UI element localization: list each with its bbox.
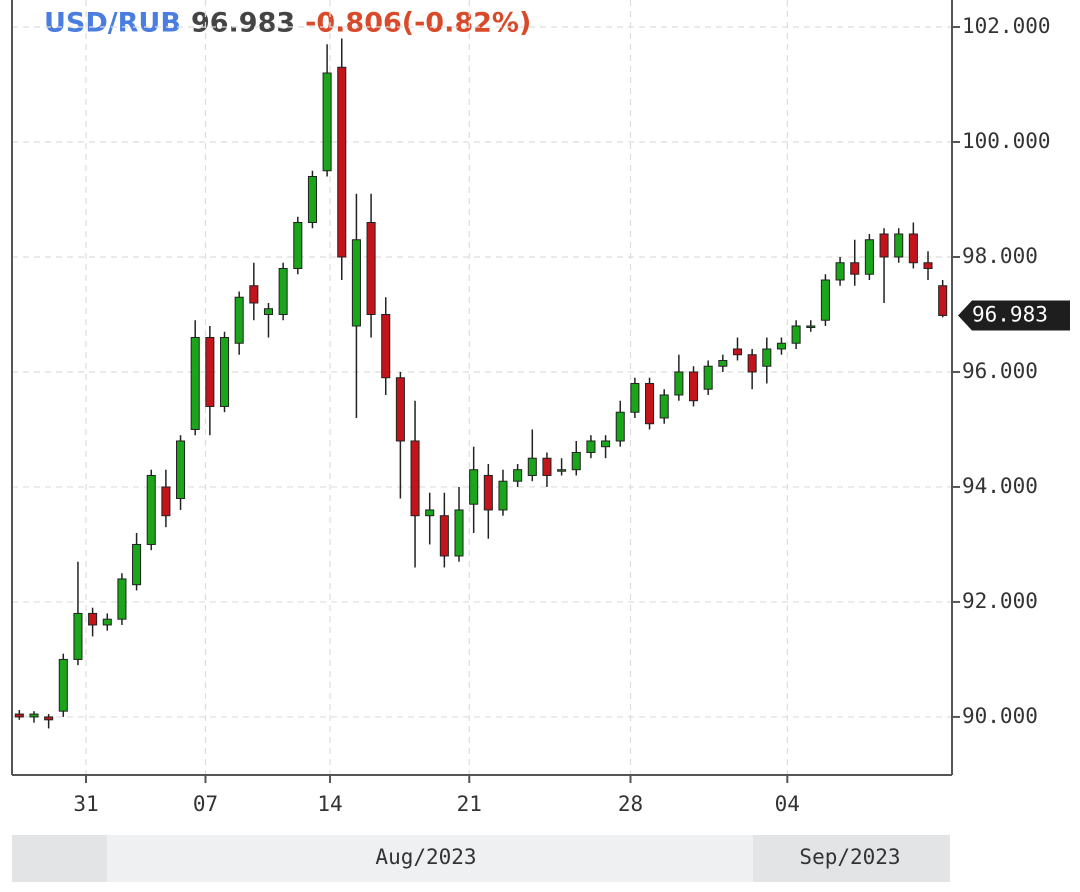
candle-body bbox=[366, 221, 376, 315]
candle-body bbox=[454, 509, 464, 557]
candle-body bbox=[395, 377, 405, 442]
candle-body bbox=[703, 365, 713, 390]
candle-body bbox=[278, 267, 288, 315]
y-tick-label: 92.000 bbox=[962, 589, 1038, 613]
candle-body bbox=[351, 239, 361, 327]
month-label: Aug/2023 bbox=[375, 845, 476, 869]
candle-body bbox=[483, 474, 493, 511]
candle-body bbox=[190, 336, 200, 430]
y-tick-label: 100.000 bbox=[962, 129, 1051, 153]
y-tick-label: 96.000 bbox=[962, 359, 1038, 383]
candle-body bbox=[513, 469, 523, 482]
candle-body bbox=[630, 382, 640, 413]
candle-body bbox=[410, 440, 420, 517]
candle-body bbox=[234, 296, 244, 344]
candle-body bbox=[571, 451, 581, 471]
candle-body bbox=[307, 176, 317, 223]
candle-body bbox=[469, 469, 479, 505]
candle-body bbox=[293, 221, 303, 269]
x-tick-label: 07 bbox=[193, 792, 218, 816]
candle-body bbox=[14, 713, 24, 718]
candle-body bbox=[762, 348, 772, 367]
candle-body bbox=[776, 342, 786, 350]
candle-body bbox=[879, 233, 889, 258]
x-tick-label: 21 bbox=[457, 792, 482, 816]
candle-body bbox=[791, 325, 801, 344]
candle-body bbox=[615, 411, 625, 442]
candle-body bbox=[645, 382, 655, 425]
candle-body bbox=[102, 618, 112, 626]
candle-body bbox=[249, 285, 259, 304]
candle-body bbox=[850, 262, 860, 275]
month-label: Sep/2023 bbox=[799, 845, 900, 869]
candle-body bbox=[806, 325, 816, 328]
candle-body bbox=[542, 457, 552, 476]
candle-body bbox=[219, 336, 230, 407]
candle-body bbox=[176, 440, 186, 499]
candle-body bbox=[146, 474, 156, 545]
month-segment bbox=[753, 835, 950, 882]
candle-body bbox=[601, 440, 611, 448]
candle-body bbox=[938, 285, 948, 316]
candle-body bbox=[161, 486, 171, 517]
candle-body bbox=[205, 336, 215, 407]
candle-body bbox=[718, 359, 728, 367]
x-tick-label: 31 bbox=[73, 792, 98, 816]
candle-body bbox=[557, 469, 567, 472]
candle-body bbox=[908, 233, 918, 264]
candle-body bbox=[58, 658, 68, 712]
candle-body bbox=[820, 279, 830, 321]
last-price: 96.983 bbox=[191, 8, 295, 39]
candle-body bbox=[527, 457, 537, 476]
candle-body bbox=[439, 515, 449, 557]
x-tick-label: 28 bbox=[618, 792, 643, 816]
candle-body bbox=[674, 371, 684, 396]
candle-body bbox=[88, 612, 98, 626]
candle-body bbox=[337, 66, 347, 258]
candle-body bbox=[498, 480, 508, 511]
candle-body bbox=[381, 313, 391, 379]
y-tick-label: 102.000 bbox=[962, 14, 1051, 38]
candle-body bbox=[29, 713, 39, 718]
y-tick-label: 94.000 bbox=[962, 474, 1038, 498]
candle-body bbox=[747, 354, 757, 373]
x-tick-label: 04 bbox=[775, 792, 800, 816]
candle-body bbox=[117, 578, 127, 620]
change: -0.806(-0.82%) bbox=[305, 8, 531, 39]
candle-body bbox=[425, 509, 435, 517]
candle-body bbox=[132, 543, 142, 586]
candle-body bbox=[73, 612, 83, 660]
y-tick-label: 98.000 bbox=[962, 244, 1038, 268]
symbol: USD/RUB bbox=[44, 8, 181, 39]
month-segment bbox=[12, 835, 107, 882]
candle-body bbox=[44, 716, 54, 721]
candle-body bbox=[263, 308, 274, 315]
candle-body bbox=[923, 262, 933, 269]
candle-body bbox=[322, 72, 332, 172]
candle-body bbox=[659, 394, 669, 419]
y-tick-label: 90.000 bbox=[962, 704, 1038, 728]
price-tag bbox=[958, 300, 1070, 331]
candle-body bbox=[894, 233, 904, 258]
candle-body bbox=[586, 440, 596, 453]
x-tick-label: 14 bbox=[317, 792, 342, 816]
price-tag-label: 96.983 bbox=[972, 302, 1048, 326]
candle-body bbox=[732, 348, 743, 356]
candle-body bbox=[864, 239, 874, 275]
candle-body bbox=[835, 262, 845, 281]
candle-body bbox=[688, 371, 699, 402]
